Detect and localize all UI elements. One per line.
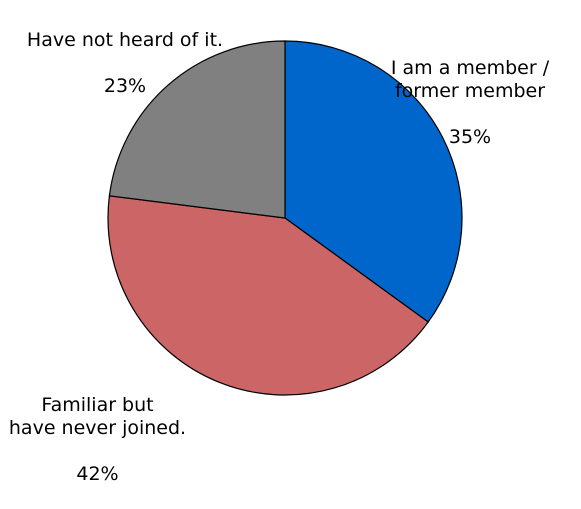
category-label: Familiar but have never joined. — [8, 394, 187, 439]
value-label: 23% — [103, 75, 147, 97]
value-label: 42% — [76, 463, 119, 485]
category-label: I am a member / former member — [390, 57, 550, 102]
slice-label: Familiar but have never joined. 42% — [0, 371, 195, 509]
slice-label: I am a member / former member 35% — [370, 34, 570, 172]
chart: I am a member / former member 35% Famili… — [0, 6, 570, 485]
pie-slice — [108, 40, 286, 219]
category-label: Have not heard of it. — [26, 29, 224, 51]
pie-area — [107, 40, 463, 396]
slice-label: Have not heard of it. 23% — [0, 6, 250, 121]
pie-slice — [107, 195, 430, 396]
value-label: 35% — [448, 126, 492, 148]
pie-slice — [284, 40, 463, 323]
